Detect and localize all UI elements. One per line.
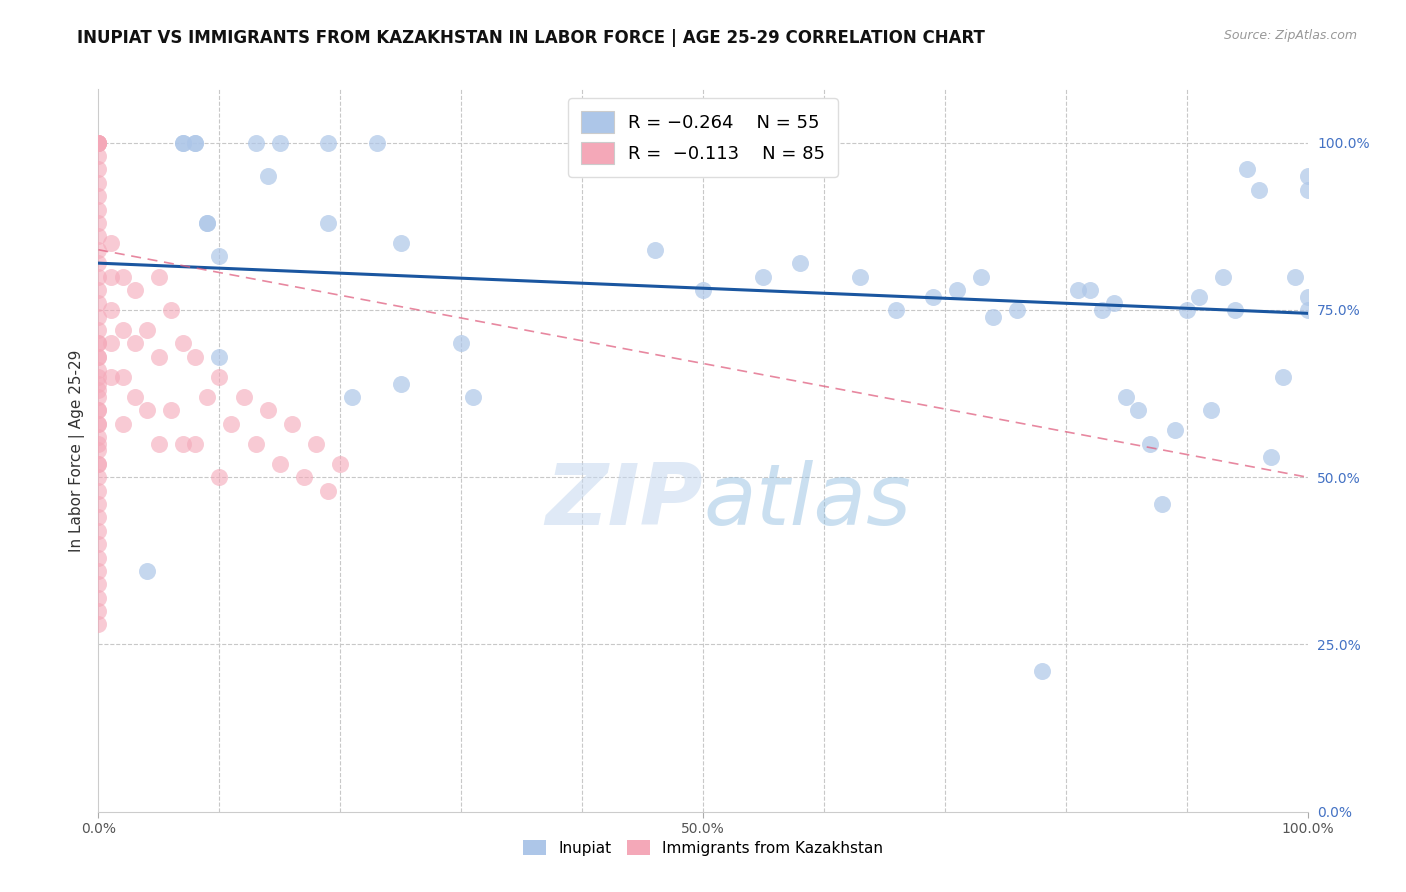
Point bbox=[87, 229, 110, 244]
Point bbox=[1284, 269, 1306, 284]
Point bbox=[87, 176, 110, 190]
Point bbox=[245, 436, 267, 450]
Point bbox=[1115, 390, 1137, 404]
Point bbox=[232, 390, 254, 404]
Point bbox=[1212, 269, 1234, 284]
Point bbox=[87, 369, 110, 384]
Point bbox=[1091, 303, 1114, 318]
Point bbox=[124, 336, 146, 351]
Point bbox=[111, 369, 134, 384]
Point bbox=[87, 591, 110, 605]
Point bbox=[160, 303, 183, 318]
Point bbox=[184, 136, 207, 150]
Point bbox=[184, 136, 207, 150]
Point bbox=[292, 470, 315, 484]
Point bbox=[87, 256, 110, 270]
Point bbox=[256, 169, 278, 184]
Point bbox=[87, 136, 110, 150]
Point bbox=[172, 136, 194, 150]
Point bbox=[1152, 497, 1174, 511]
Text: ZIP: ZIP bbox=[546, 459, 703, 542]
Point bbox=[366, 136, 388, 150]
Point bbox=[172, 436, 194, 450]
Point bbox=[87, 323, 110, 337]
Point bbox=[100, 269, 122, 284]
Point bbox=[87, 524, 110, 538]
Point bbox=[148, 350, 170, 364]
Point bbox=[184, 350, 207, 364]
Point bbox=[1067, 283, 1090, 297]
Point bbox=[281, 417, 304, 431]
Point bbox=[100, 336, 122, 351]
Point bbox=[1272, 369, 1295, 384]
Point bbox=[87, 376, 110, 391]
Point bbox=[1296, 169, 1319, 184]
Point bbox=[970, 269, 993, 284]
Point bbox=[87, 350, 110, 364]
Point bbox=[1128, 403, 1150, 417]
Point bbox=[208, 250, 231, 264]
Point bbox=[1102, 296, 1125, 310]
Point bbox=[124, 283, 146, 297]
Point bbox=[87, 497, 110, 511]
Point bbox=[1296, 303, 1319, 318]
Point bbox=[87, 162, 110, 177]
Point bbox=[100, 236, 122, 251]
Point bbox=[389, 236, 412, 251]
Point bbox=[87, 136, 110, 150]
Point bbox=[245, 136, 267, 150]
Point bbox=[184, 436, 207, 450]
Point bbox=[946, 283, 969, 297]
Point bbox=[87, 457, 110, 471]
Point bbox=[148, 269, 170, 284]
Point bbox=[87, 350, 110, 364]
Point bbox=[87, 430, 110, 444]
Point bbox=[87, 243, 110, 257]
Point bbox=[87, 149, 110, 163]
Point bbox=[87, 417, 110, 431]
Point bbox=[1236, 162, 1258, 177]
Point bbox=[1139, 436, 1161, 450]
Point bbox=[1175, 303, 1198, 318]
Point bbox=[1249, 182, 1271, 196]
Point bbox=[87, 537, 110, 551]
Point bbox=[256, 403, 278, 417]
Text: Source: ZipAtlas.com: Source: ZipAtlas.com bbox=[1223, 29, 1357, 42]
Point bbox=[87, 417, 110, 431]
Point bbox=[1223, 303, 1246, 318]
Legend: Inupiat, Immigrants from Kazakhstan: Inupiat, Immigrants from Kazakhstan bbox=[517, 834, 889, 862]
Point bbox=[87, 384, 110, 398]
Point bbox=[135, 403, 157, 417]
Point bbox=[87, 136, 110, 150]
Point bbox=[111, 269, 134, 284]
Point bbox=[450, 336, 472, 351]
Point bbox=[692, 283, 714, 297]
Point bbox=[316, 483, 339, 498]
Point bbox=[87, 363, 110, 377]
Point bbox=[87, 136, 110, 150]
Point bbox=[100, 303, 122, 318]
Point bbox=[305, 436, 328, 450]
Point bbox=[644, 243, 666, 257]
Point bbox=[100, 369, 122, 384]
Point bbox=[221, 417, 243, 431]
Point bbox=[172, 136, 194, 150]
Text: atlas: atlas bbox=[703, 459, 911, 542]
Point bbox=[87, 457, 110, 471]
Point bbox=[316, 136, 339, 150]
Point bbox=[87, 617, 110, 632]
Point bbox=[87, 216, 110, 230]
Point bbox=[1078, 283, 1101, 297]
Point bbox=[87, 269, 110, 284]
Point bbox=[87, 296, 110, 310]
Point bbox=[208, 470, 231, 484]
Point bbox=[1007, 303, 1029, 318]
Point bbox=[195, 390, 218, 404]
Point bbox=[789, 256, 811, 270]
Point bbox=[172, 336, 194, 351]
Point bbox=[87, 283, 110, 297]
Point bbox=[111, 417, 134, 431]
Point bbox=[87, 436, 110, 450]
Point bbox=[1296, 182, 1319, 196]
